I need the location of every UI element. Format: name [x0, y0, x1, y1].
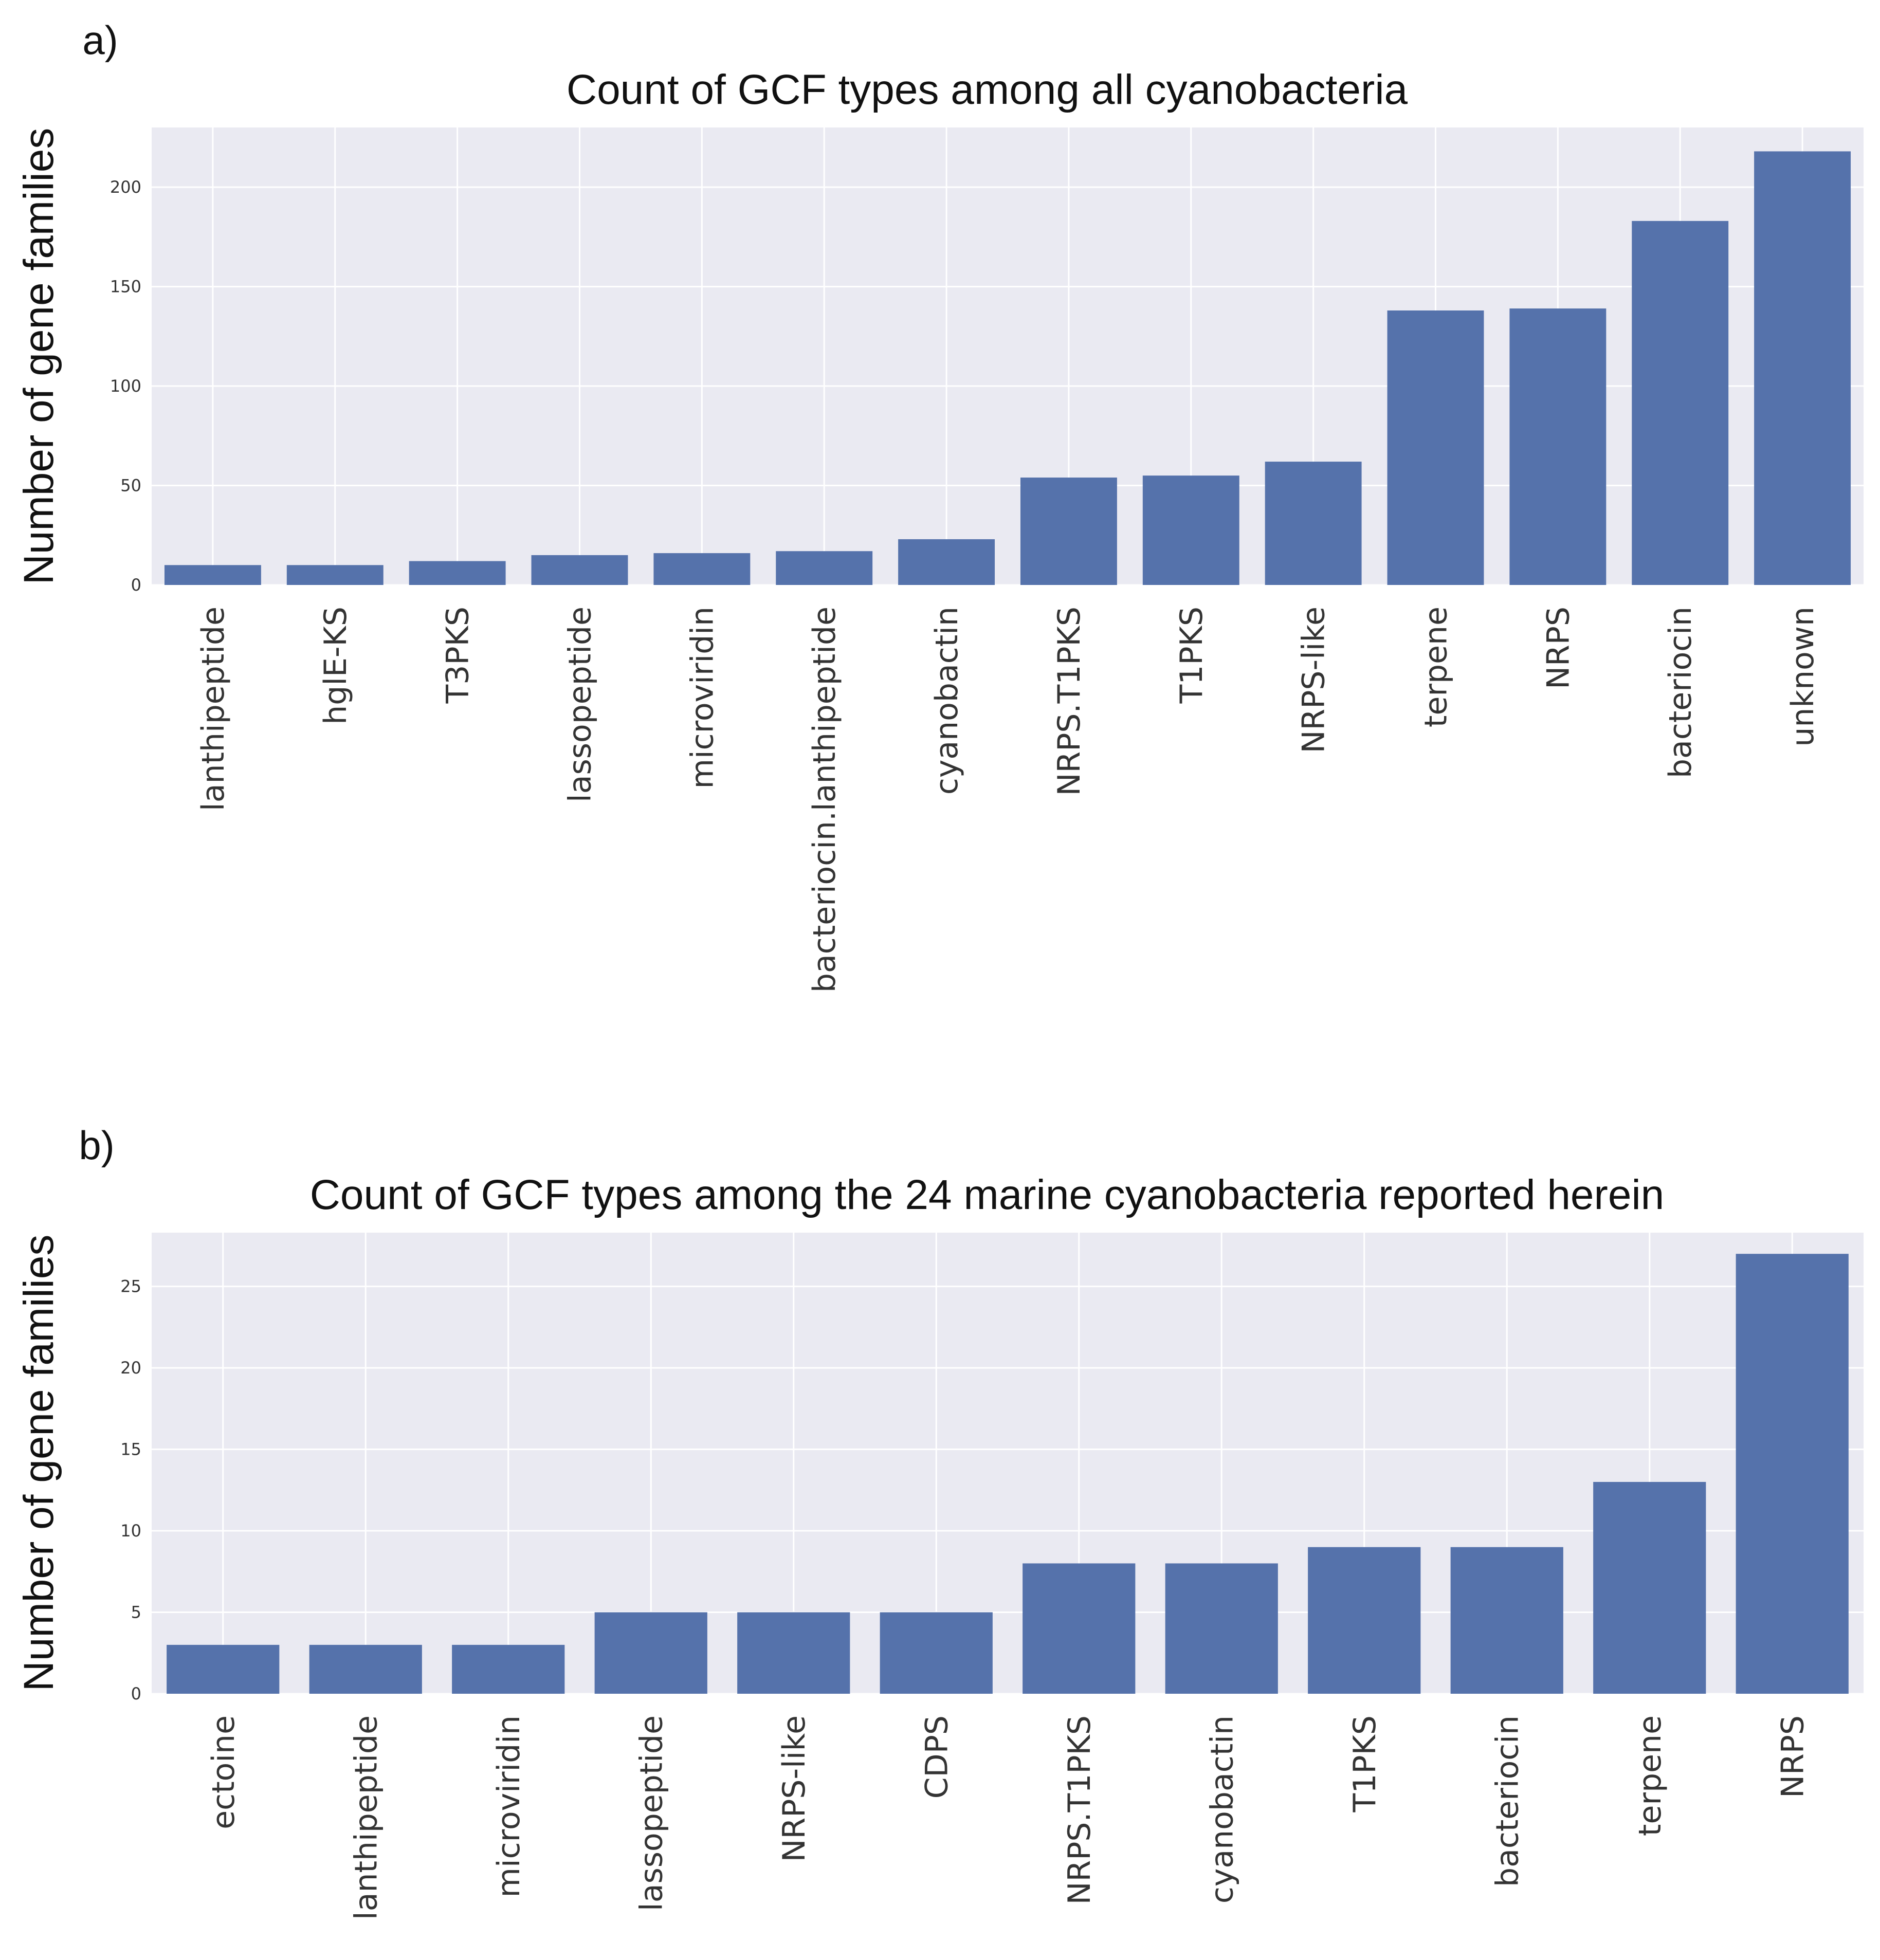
x-tick-label: CDPS	[919, 1715, 955, 1799]
x-tick-label: lanthipeptide	[195, 607, 231, 811]
bar-bacteriocin.lanthipeptide	[776, 551, 873, 585]
x-tick-label: NRPS.T1PKS	[1051, 607, 1087, 796]
panel-letter: a)	[82, 17, 118, 63]
chart-title: Count of GCF types among all cyanobacter…	[567, 66, 1408, 113]
bar-bacteriocin	[1632, 221, 1729, 585]
bar-NRPS-like	[1265, 462, 1362, 585]
bar-T1PKS	[1142, 475, 1239, 585]
y-tick-label: 0	[131, 575, 141, 595]
x-tick-label: cyanobactin	[1204, 1715, 1240, 1903]
x-tick-label: hglE-KS	[318, 607, 354, 725]
y-tick-label: 0	[131, 1684, 141, 1703]
chart-title: Count of GCF types among the 24 marine c…	[310, 1171, 1665, 1218]
x-tick-label: NRPS	[1540, 607, 1576, 689]
bar-bacteriocin	[1450, 1547, 1563, 1694]
x-tick-label: T1PKS	[1174, 607, 1210, 704]
bar-NRPS-like	[737, 1612, 850, 1694]
bar-NRPS	[1509, 308, 1607, 585]
x-tick-label: lassopeptide	[562, 607, 598, 802]
bar-terpene	[1593, 1481, 1706, 1694]
x-tick-label: terpene	[1418, 607, 1454, 727]
x-tick-label: ectoine	[206, 1715, 242, 1829]
panel-letter: b)	[79, 1123, 114, 1168]
y-tick-label: 5	[131, 1603, 141, 1622]
bar-lanthipeptide	[164, 565, 261, 585]
x-tick-label: NRPS.T1PKS	[1062, 1715, 1098, 1904]
y-axis-label: Number of gene families	[15, 1235, 62, 1692]
bar-T3PKS	[409, 561, 506, 585]
x-tick-label: terpene	[1632, 1715, 1668, 1836]
x-tick-label: microviridin	[684, 607, 720, 789]
x-tick-label: NRPS	[1775, 1715, 1811, 1798]
bar-terpene	[1387, 310, 1484, 585]
bar-T1PKS	[1308, 1547, 1421, 1694]
plot-area	[152, 1233, 1864, 1694]
bar-unknown	[1754, 151, 1851, 585]
x-tick-label: bacteriocin	[1489, 1715, 1525, 1887]
x-tick-label: lassopeptide	[633, 1715, 669, 1911]
x-tick-label: bacteriocin	[1663, 607, 1699, 778]
bar-NRPS	[1736, 1254, 1849, 1694]
x-tick-label: microviridin	[491, 1715, 527, 1897]
bar-microviridin	[653, 553, 751, 585]
plot-area	[152, 127, 1864, 585]
bar-NRPS.T1PKS	[1023, 1563, 1136, 1694]
x-tick-label: lanthipeptide	[348, 1715, 384, 1920]
x-tick-label: NRPS-like	[1296, 607, 1332, 753]
x-tick-label: unknown	[1785, 607, 1821, 747]
y-tick-label: 20	[120, 1358, 141, 1378]
bar-lassopeptide	[531, 555, 628, 585]
x-tick-label: bacteriocin.lanthipeptide	[807, 607, 843, 993]
bar-lanthipeptide	[309, 1644, 422, 1694]
bar-NRPS.T1PKS	[1020, 478, 1117, 585]
y-tick-label: 10	[120, 1521, 141, 1541]
bar-lassopeptide	[594, 1612, 707, 1694]
bar-cyanobactin	[898, 539, 995, 585]
bar-hglE-KS	[286, 565, 384, 585]
x-tick-label: T3PKS	[440, 607, 476, 704]
bar-cyanobactin	[1165, 1563, 1278, 1694]
bar-CDPS	[880, 1612, 993, 1694]
y-tick-label: 50	[120, 476, 141, 496]
x-tick-label: T1PKS	[1347, 1715, 1383, 1812]
bar-ectoine	[167, 1644, 280, 1694]
y-tick-label: 200	[110, 177, 141, 197]
y-axis-label: Number of gene families	[15, 128, 62, 585]
x-tick-label: cyanobactin	[929, 607, 965, 795]
x-tick-label: NRPS-like	[776, 1715, 812, 1862]
chart-panel-a: a) Count of GCF types among all cyanobact…	[15, 17, 1864, 993]
chart-panel-b: b) Count of GCF types among the 24 marine…	[15, 1123, 1864, 1920]
y-tick-label: 15	[120, 1440, 141, 1459]
y-tick-label: 100	[110, 376, 141, 396]
y-tick-label: 25	[120, 1277, 141, 1296]
bar-microviridin	[452, 1644, 565, 1694]
y-tick-label: 150	[110, 277, 141, 297]
